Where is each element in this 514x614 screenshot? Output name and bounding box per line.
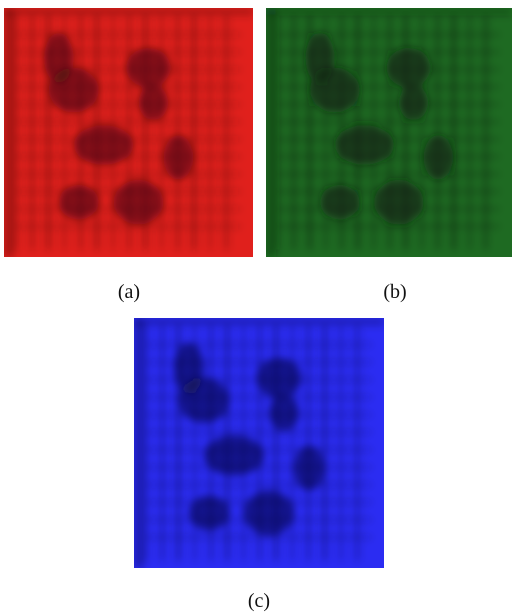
caption-b: (b)	[383, 281, 407, 303]
caption-c: (c)	[247, 590, 271, 612]
figure-panel-c	[134, 318, 384, 568]
blue-channel-image	[134, 318, 384, 568]
caption-a: (a)	[117, 281, 141, 303]
green-channel-image	[266, 8, 512, 257]
figure-panel-b	[266, 8, 512, 257]
red-channel-image	[4, 8, 253, 257]
figure-panel-a	[4, 8, 253, 257]
